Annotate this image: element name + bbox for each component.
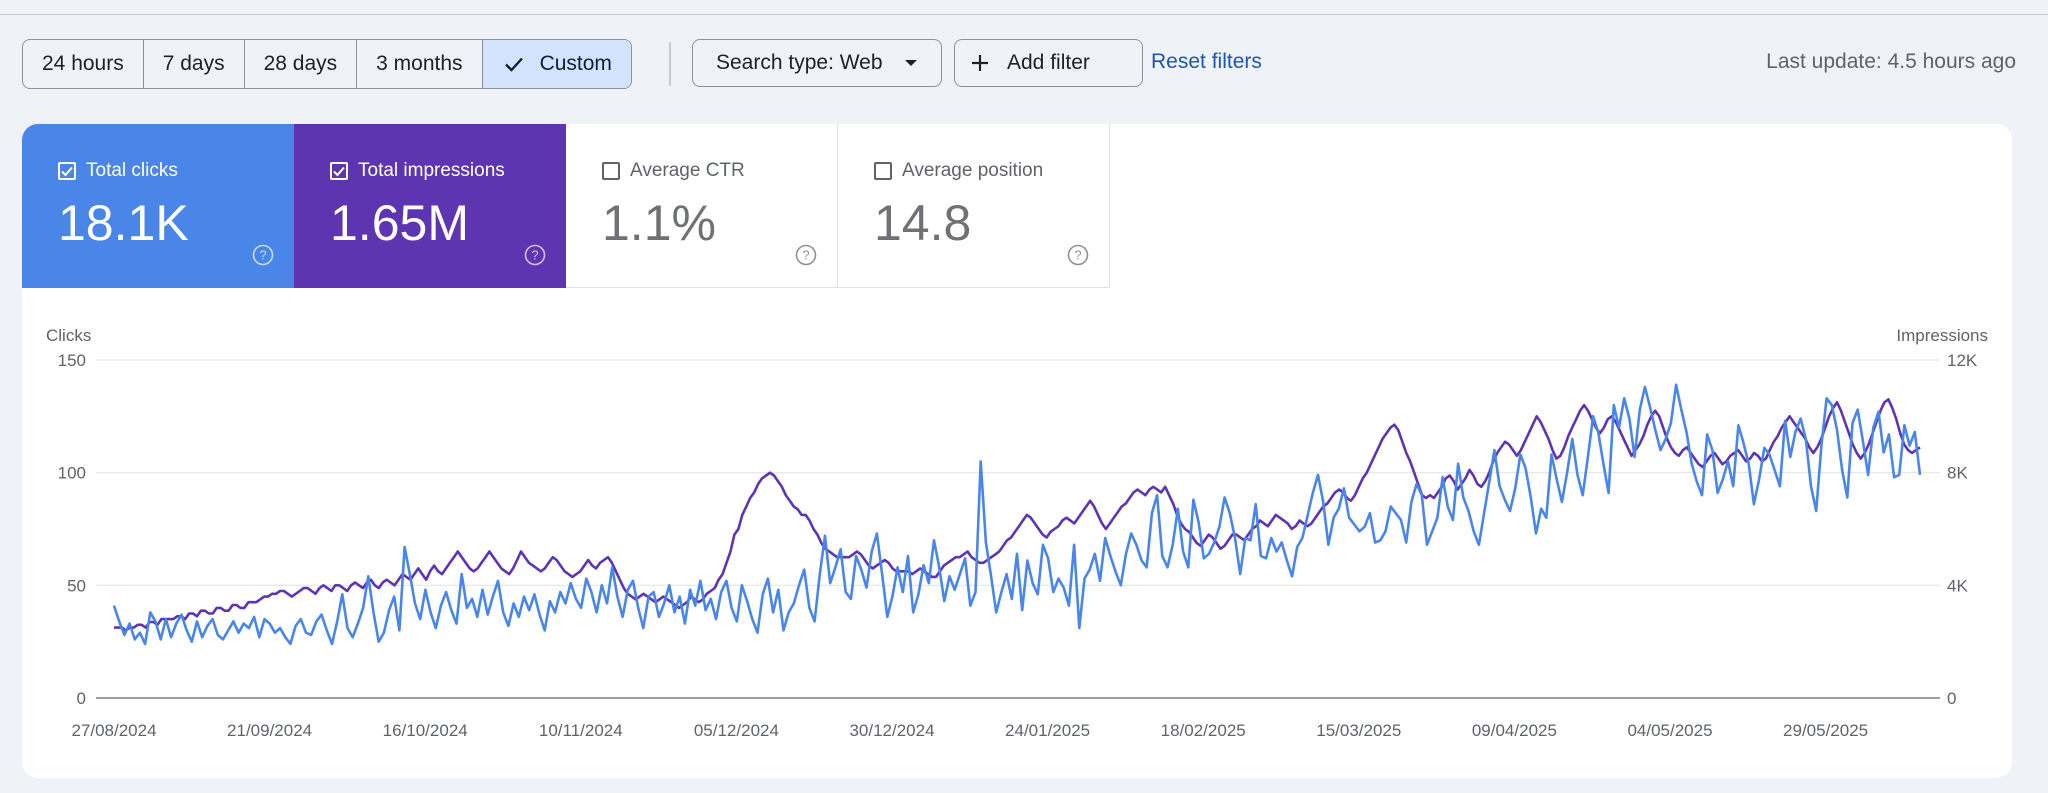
range-28-days-button[interactable]: 28 days (245, 40, 358, 88)
top-divider (0, 14, 2048, 15)
date-range-selector: 24 hours 7 days 28 days 3 months Custom (22, 39, 632, 89)
metric-value: 1.1% (602, 195, 716, 251)
svg-text:?: ? (259, 248, 266, 263)
search-type-dropdown[interactable]: Search type: Web (692, 39, 942, 87)
checkmark-icon (504, 57, 523, 72)
svg-text:?: ? (802, 248, 809, 263)
metric-total-impressions[interactable]: Total impressions 1.65M ? (294, 124, 566, 288)
help-icon[interactable]: ? (252, 244, 274, 266)
metric-label-row: Average position (874, 160, 1043, 182)
checkbox-checked-icon[interactable] (330, 162, 348, 180)
help-icon[interactable]: ? (524, 244, 546, 266)
range-7-days-button[interactable]: 7 days (144, 40, 245, 88)
add-filter-button[interactable]: Add filter (954, 39, 1143, 87)
range-3-months-button[interactable]: 3 months (357, 40, 483, 88)
help-icon[interactable]: ? (1067, 244, 1089, 266)
checkbox-checked-icon[interactable] (58, 162, 76, 180)
range-custom-button[interactable]: Custom (482, 40, 631, 88)
plus-icon (972, 55, 988, 71)
dropdown-caret-icon (904, 60, 917, 66)
checkbox-unchecked-icon[interactable] (602, 162, 620, 180)
add-filter-label: Add filter (1007, 51, 1090, 74)
metric-label-row: Total impressions (330, 160, 505, 182)
performance-panel: Total clicks 18.1K ? Total impressions 1… (22, 124, 2012, 778)
help-icon[interactable]: ? (795, 244, 817, 266)
metric-average-position[interactable]: Average position 14.8 ? (838, 124, 1110, 288)
last-update-text: Last update: 4.5 hours ago (1766, 50, 2016, 73)
metric-total-clicks[interactable]: Total clicks 18.1K ? (22, 124, 294, 288)
metric-label: Average CTR (630, 160, 745, 181)
metric-label: Average position (902, 160, 1044, 181)
svg-text:?: ? (531, 248, 538, 263)
metric-label-row: Average CTR (602, 160, 745, 182)
metric-label: Total clicks (86, 160, 178, 181)
svg-text:?: ? (1074, 248, 1081, 263)
metric-value: 14.8 (874, 195, 972, 251)
metric-value: 18.1K (58, 195, 189, 251)
metric-average-ctr[interactable]: Average CTR 1.1% ? (566, 124, 838, 288)
toolbar: 24 hours 7 days 28 days 3 months Custom … (22, 39, 2026, 89)
metric-value: 1.65M (330, 195, 469, 251)
checkbox-unchecked-icon[interactable] (874, 162, 892, 180)
metric-label-row: Total clicks (58, 160, 178, 182)
metric-label: Total impressions (358, 160, 505, 181)
search-type-label: Search type: Web (716, 51, 883, 74)
reset-filters-link[interactable]: Reset filters (1151, 50, 1262, 73)
toolbar-divider (669, 42, 671, 86)
range-custom-label: Custom (539, 52, 612, 75)
range-24-hours-button[interactable]: 24 hours (23, 40, 144, 88)
